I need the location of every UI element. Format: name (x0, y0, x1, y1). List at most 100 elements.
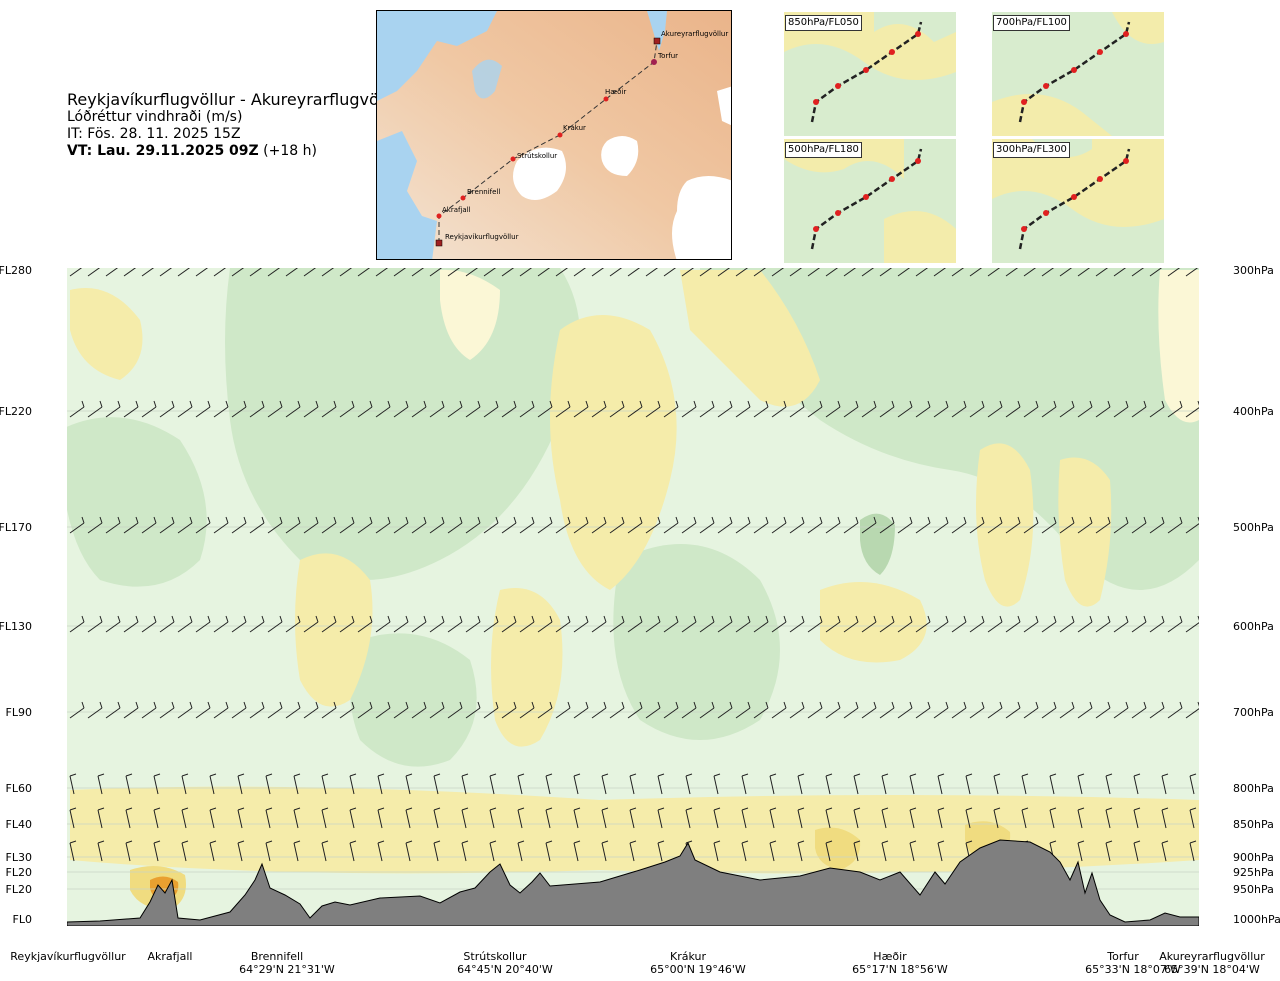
wind-barb-339 (741, 773, 749, 795)
wind-barb-422 (769, 840, 777, 862)
wind-barb-78 (339, 400, 355, 418)
wind-barb-435 (1133, 840, 1141, 862)
wind-barb-115 (1005, 400, 1021, 418)
wind-barb-281 (591, 701, 607, 719)
wind-barb-54 (1041, 268, 1055, 277)
inset-map-850: 850hPa/FL050 (784, 12, 956, 136)
wind-barb-132 (177, 516, 193, 534)
wind-barb-15 (339, 268, 353, 277)
wind-barb-223 (681, 615, 697, 633)
wind-barb-104 (807, 400, 823, 418)
wind-barb-220 (627, 615, 643, 633)
wind-barb-373 (545, 807, 553, 829)
wind-barb-105 (825, 400, 841, 418)
title-block: Reykjavíkurflugvöllur - Akureyrarflugvöl… (67, 90, 404, 160)
y-left-tick-0: FL280 (0, 264, 32, 277)
wind-barb-144 (393, 516, 409, 534)
wind-barb-326 (377, 773, 385, 795)
inset-image-300 (992, 139, 1164, 263)
wind-barb-106 (843, 400, 859, 418)
valid-time-bold: VT: Lau. 29.11.2025 09Z (67, 143, 259, 159)
map-label-1: Torfur (657, 52, 678, 60)
wind-barb-118 (1059, 400, 1075, 418)
wind-barb-417 (629, 840, 637, 862)
wind-barb-58 (1113, 268, 1127, 277)
wind-barb-195 (177, 615, 193, 633)
wind-barb-229 (789, 615, 805, 633)
wind-barb-366 (349, 807, 357, 829)
wind-barb-285 (663, 701, 679, 719)
wind-barb-269 (375, 701, 391, 719)
wind-barb-390 (1021, 807, 1029, 829)
y-left-tick-4: FL90 (6, 706, 32, 719)
y-left-tick-7: FL30 (6, 851, 32, 864)
wind-barb-153 (555, 516, 571, 534)
wind-barb-287 (699, 701, 715, 719)
wind-barb-362 (237, 807, 245, 829)
y-right-tick-0: 300hPa (1233, 264, 1274, 277)
wind-barb-196 (195, 615, 211, 633)
wind-barb-63 (69, 400, 85, 418)
wind-barb-243 (1041, 615, 1057, 633)
valid-time-lead: (+18 h) (263, 143, 317, 159)
inset-map-500: 500hPa/FL180 (784, 139, 956, 263)
y-right-tick-7: 900hPa (1233, 851, 1274, 864)
wind-barb-168 (825, 516, 841, 534)
wind-barb-142 (357, 516, 373, 534)
wind-barb-53 (1023, 268, 1037, 277)
wind-barb-30 (609, 268, 623, 277)
wind-barb-204 (339, 615, 355, 633)
wind-barb-34 (681, 268, 695, 277)
y-axis-pressure: 300hPa 400hPa 500hPa 600hPa 700hPa 800hPa 850h… (1233, 264, 1280, 926)
wind-barb-126 (69, 516, 85, 534)
x-axis-waypoints: Reykjavíkurflugvöllur Akrafjall Brennifell… (10, 950, 1265, 976)
wind-barb-425 (853, 840, 861, 862)
wind-barb-380 (741, 807, 749, 829)
y-left-tick-2: FL170 (0, 521, 32, 534)
wind-barb-120 (1095, 400, 1111, 418)
wind-barb-415 (573, 840, 581, 862)
wind-barb-315 (69, 773, 77, 795)
wind-barb-102 (771, 400, 787, 418)
wind-barb-26 (537, 268, 551, 277)
wind-barb-402 (209, 840, 217, 862)
wind-barb-369 (433, 807, 441, 829)
wind-barb-436 (1161, 840, 1169, 862)
product-title: Lóðréttur vindhraði (m/s) (67, 109, 243, 125)
wind-barb-379 (713, 807, 721, 829)
wind-barb-372 (517, 807, 525, 829)
wind-barb-112 (951, 400, 967, 418)
wind-barb-294 (825, 701, 841, 719)
wind-barb-99 (717, 400, 733, 418)
wind-barb-87 (501, 400, 517, 418)
wind-barb-365 (321, 807, 329, 829)
y-axis-flight-levels: FL280 FL220 FL170 FL130 FL90 FL60 FL40 FL30 FL20… (0, 264, 32, 926)
wind-barb-38 (753, 268, 767, 277)
wind-barb-231 (825, 615, 841, 633)
y-left-tick-3: FL130 (0, 620, 32, 633)
wind-barb-271 (411, 701, 427, 719)
wind-barb-211 (465, 615, 481, 633)
wind-barb-233 (861, 615, 877, 633)
wind-barb-198 (231, 615, 247, 633)
wind-barb-272 (429, 701, 445, 719)
wind-barb-128 (105, 516, 121, 534)
wind-barb-330 (489, 773, 497, 795)
y-right-tick-3: 600hPa (1233, 620, 1274, 633)
wind-barb-175 (951, 516, 967, 534)
wind-barb-92 (591, 400, 607, 418)
wind-barb-296 (861, 701, 877, 719)
contour-region-20 (1158, 270, 1199, 423)
x-waypoint-name-4: Krákur (670, 950, 706, 963)
wind-barb-410 (433, 840, 441, 862)
contour-region-19 (440, 269, 500, 360)
wind-barb-151 (519, 516, 535, 534)
wind-barb-21 (447, 268, 461, 277)
wind-barb-358 (125, 807, 133, 829)
wind-barb-360 (181, 807, 189, 829)
wind-barb-148 (465, 516, 481, 534)
wind-barb-10 (249, 268, 263, 277)
wind-barb-288 (717, 701, 733, 719)
wind-barb-297 (879, 701, 895, 719)
wind-barb-226 (735, 615, 751, 633)
